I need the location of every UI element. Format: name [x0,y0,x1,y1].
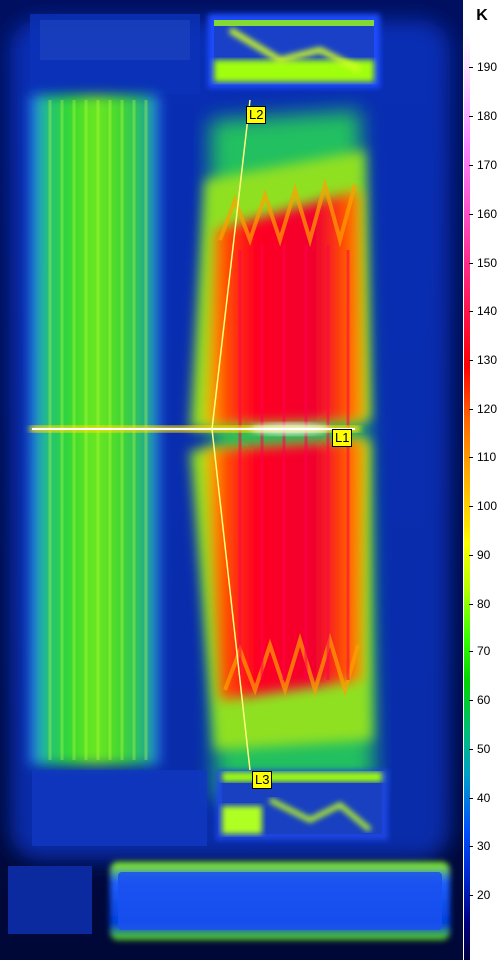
scale-tick: 50 [469,741,501,757]
scale-tick: 20 [469,887,501,903]
scale-tick: 170 [469,157,501,173]
scale-tick: 30 [469,838,501,854]
scale-tick: 90 [469,547,501,563]
temperature-scale: K 190 180 170 160 150 140 130 120 110 10… [463,0,501,960]
scale-tick: 180 [469,108,501,124]
scale-tick: 120 [469,401,501,417]
scale-tick: 40 [469,790,501,806]
scale-tick: 160 [469,206,501,222]
marker-l1-label[interactable]: L1 [332,429,353,447]
scale-tick: 80 [469,596,501,612]
thermal-image [0,0,463,960]
scale-tick: 140 [469,303,501,319]
scale-color-bar [464,32,470,960]
scale-tick: 110 [469,449,501,465]
scale-tick: 190 [469,59,501,75]
scale-tick: 70 [469,643,501,659]
marker-l3-label[interactable]: L3 [252,771,273,789]
scale-tick: 100 [469,498,501,514]
scale-tick: 130 [469,352,501,368]
scale-unit: K [476,7,488,24]
scale-tick: 60 [469,692,501,708]
marker-l2-label[interactable]: L2 [246,106,267,124]
scale-tick: 150 [469,255,501,271]
